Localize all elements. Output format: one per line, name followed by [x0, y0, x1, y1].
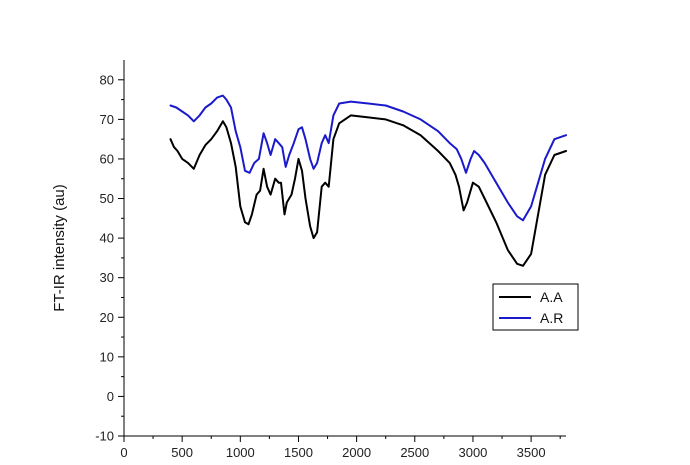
y-tick-label: 30	[100, 270, 114, 285]
plot-area	[123, 60, 566, 437]
y-tick-label: 20	[100, 310, 114, 325]
legend-label: A.R	[540, 310, 563, 326]
y-tick-label: 80	[100, 72, 114, 87]
y-tick-label: 10	[100, 349, 114, 364]
x-axis-ticks: 0 500 1000 1500 2000 2500 3000 3500	[120, 436, 561, 460]
series-lines	[169, 94, 567, 267]
x-tick-label: 3000	[458, 445, 487, 460]
legend: A.A A.R	[492, 283, 579, 331]
x-tick-label: 3500	[517, 445, 546, 460]
legend-label: A.A	[540, 289, 563, 305]
y-tick-label: 60	[100, 151, 114, 166]
x-tick-label: 2500	[400, 445, 429, 460]
y-axis-ticks: -10 0 10 20 30 40 50 60 70 80	[95, 72, 124, 444]
x-tick-label: 0	[120, 445, 127, 460]
series-line-a-r	[169, 94, 567, 222]
series-line-a-a	[169, 114, 567, 267]
x-tick-label: 500	[171, 445, 193, 460]
y-tick-label: 0	[107, 389, 114, 404]
y-tick-label: 40	[100, 231, 114, 246]
y-tick-label: -10	[95, 429, 114, 444]
y-axis-title: FT-IR intensity (au)	[51, 184, 68, 312]
y-tick-label: 50	[100, 191, 114, 206]
x-tick-label: 1000	[226, 445, 255, 460]
x-tick-label: 2000	[342, 445, 371, 460]
y-tick-label: 70	[100, 112, 114, 127]
legend-box	[492, 283, 579, 331]
x-tick-label: 1500	[284, 445, 313, 460]
